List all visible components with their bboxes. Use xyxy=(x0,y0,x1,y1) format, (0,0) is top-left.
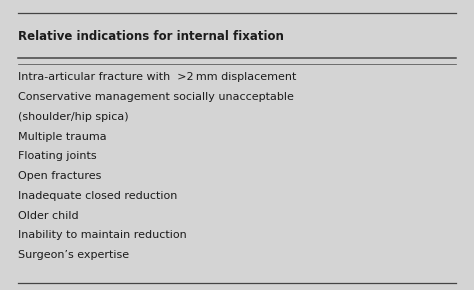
Text: Relative indications for internal fixation: Relative indications for internal fixati… xyxy=(18,30,284,44)
Text: Older child: Older child xyxy=(18,211,79,220)
Text: Inability to maintain reduction: Inability to maintain reduction xyxy=(18,230,187,240)
Text: Multiple trauma: Multiple trauma xyxy=(18,132,107,142)
Text: (shoulder/hip spica): (shoulder/hip spica) xyxy=(18,112,128,122)
Text: Conservative management socially unacceptable: Conservative management socially unaccep… xyxy=(18,92,294,102)
Text: Inadequate closed reduction: Inadequate closed reduction xyxy=(18,191,177,201)
Text: Floating joints: Floating joints xyxy=(18,151,97,161)
Text: Open fractures: Open fractures xyxy=(18,171,101,181)
Text: Surgeon’s expertise: Surgeon’s expertise xyxy=(18,250,129,260)
Text: Intra-articular fracture with  >2 mm displacement: Intra-articular fracture with >2 mm disp… xyxy=(18,72,296,82)
